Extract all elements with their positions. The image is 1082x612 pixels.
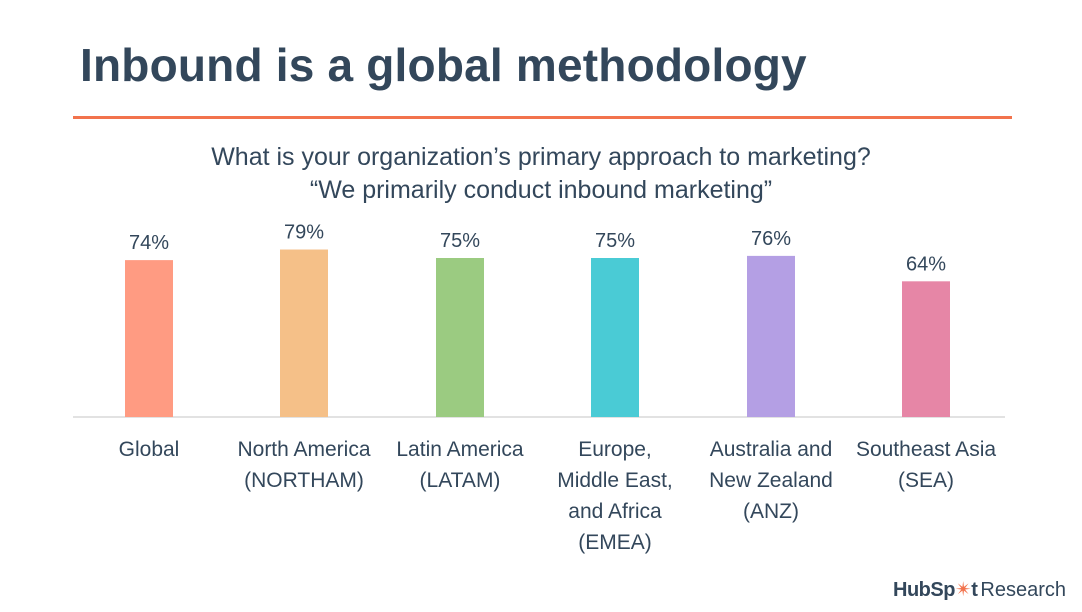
- data-label: 64%: [906, 253, 946, 275]
- data-label: 76%: [751, 228, 791, 250]
- data-label: 75%: [440, 230, 480, 252]
- title-divider: [73, 116, 1012, 119]
- bar: [591, 258, 639, 417]
- bar: [747, 255, 795, 417]
- bar: [436, 258, 484, 417]
- chart-subtitle: “We primarily conduct inbound marketing”: [309, 176, 773, 204]
- sprocket-icon: ✴: [954, 579, 972, 601]
- slide-title: Inbound is a global methodology: [80, 39, 807, 91]
- category-label: Southeast Asia (SEA): [855, 438, 997, 492]
- bar: [280, 249, 328, 417]
- brand-logo: HubSp✴t Research: [893, 577, 1066, 602]
- category-label: Australia and New Zealand (ANZ): [709, 438, 833, 523]
- data-label: 75%: [595, 230, 635, 252]
- category-label: Latin America (LATAM): [396, 438, 524, 492]
- data-label: 79%: [284, 222, 324, 244]
- hubspot-logo: HubSp✴t: [893, 579, 978, 601]
- bar: [902, 281, 950, 417]
- category-label: Global: [118, 438, 180, 461]
- category-label: Europe, Middle East, and Africa (EMEA): [557, 438, 673, 554]
- bar: [125, 260, 173, 417]
- category-label: North America (NORTHAM): [237, 438, 371, 492]
- chart-title: What is your organization’s primary appr…: [211, 143, 871, 171]
- data-label: 74%: [129, 232, 169, 254]
- brand-suffix: Research: [980, 579, 1066, 601]
